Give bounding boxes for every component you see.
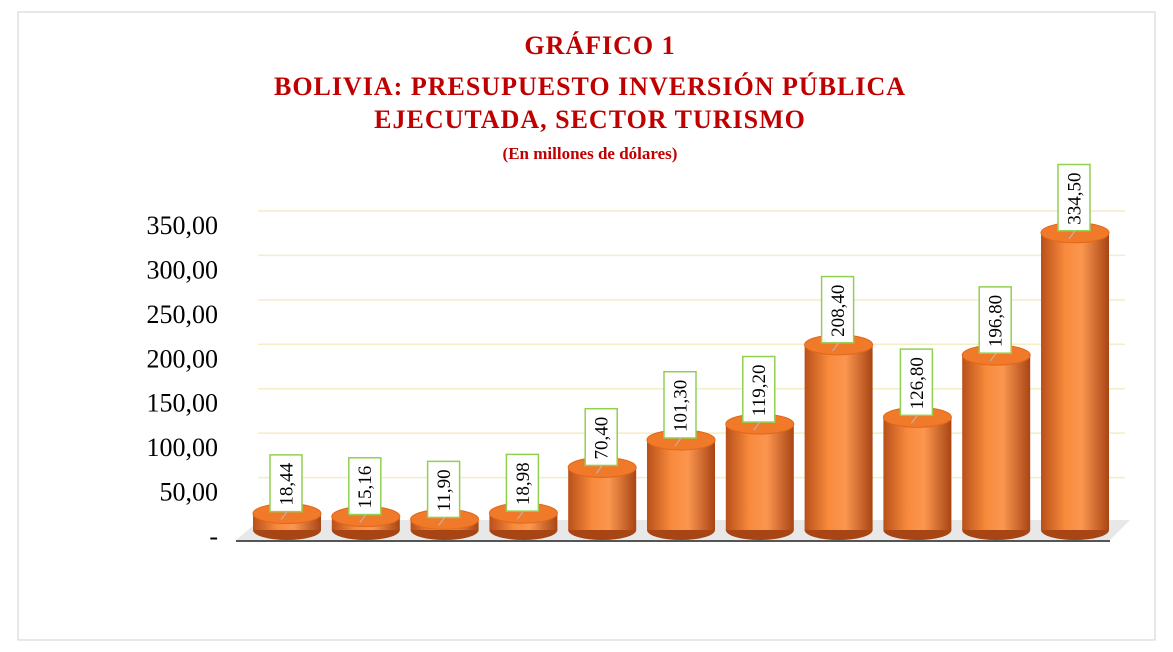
data-label: 208,40: [828, 285, 849, 337]
leader-line: [753, 421, 761, 431]
y-tick-label: 250,00: [147, 300, 219, 329]
bar: [883, 417, 952, 530]
data-label-box: [820, 275, 855, 344]
data-label: 18,44: [276, 462, 297, 505]
data-label: 18,98: [513, 462, 534, 505]
data-label-box: [584, 407, 618, 467]
leader-line: [438, 517, 446, 526]
bar: [1041, 232, 1109, 530]
chart-title: GRÁFICO 1: [524, 31, 675, 60]
data-label-box: [1057, 163, 1091, 232]
leader-line: [595, 465, 603, 474]
leader-line: [989, 352, 997, 362]
leader-line: [1068, 230, 1076, 240]
chart-title: BOLIVIA: PRESUPUESTO INVERSIÓN PÚBLICA: [274, 72, 906, 101]
data-label: 15,16: [355, 466, 376, 509]
bar: [962, 355, 1031, 530]
leader-line: [674, 437, 682, 447]
chart-subtitle: (En millones de dólares): [503, 144, 678, 163]
data-label: 11,90: [434, 469, 455, 511]
data-label: 119,20: [749, 365, 770, 417]
y-tick-label: 350,00: [147, 211, 219, 240]
leader-line: [832, 342, 839, 352]
data-label-box: [505, 453, 540, 512]
data-label-box: [426, 460, 461, 519]
data-label: 196,80: [986, 295, 1007, 347]
leader-line: [359, 514, 367, 523]
bar: [725, 424, 794, 530]
y-tick-label: 200,00: [147, 344, 219, 373]
data-label-box: [348, 457, 382, 516]
data-label: 70,40: [592, 417, 613, 460]
chart-title: EJECUTADA, SECTOR TURISMO: [374, 105, 806, 134]
y-tick-label: 100,00: [147, 433, 219, 462]
bar: [647, 439, 715, 530]
bar: [804, 344, 873, 530]
leader-line: [911, 415, 918, 424]
data-label-box: [978, 286, 1012, 354]
data-label: 126,80: [907, 357, 928, 409]
leader-line: [517, 510, 524, 520]
data-label: 334,50: [1064, 173, 1085, 225]
y-tick-label: 150,00: [147, 389, 219, 418]
data-label-box: [269, 454, 303, 513]
y-tick-label: 50,00: [160, 478, 219, 507]
data-label-box: [742, 355, 776, 423]
data-label-box: [663, 370, 697, 439]
y-tick-label: -: [209, 522, 218, 551]
data-label: 101,30: [670, 380, 691, 432]
leader-line: [280, 511, 288, 520]
data-label-box: [899, 348, 934, 417]
y-tick-label: 300,00: [147, 255, 219, 284]
